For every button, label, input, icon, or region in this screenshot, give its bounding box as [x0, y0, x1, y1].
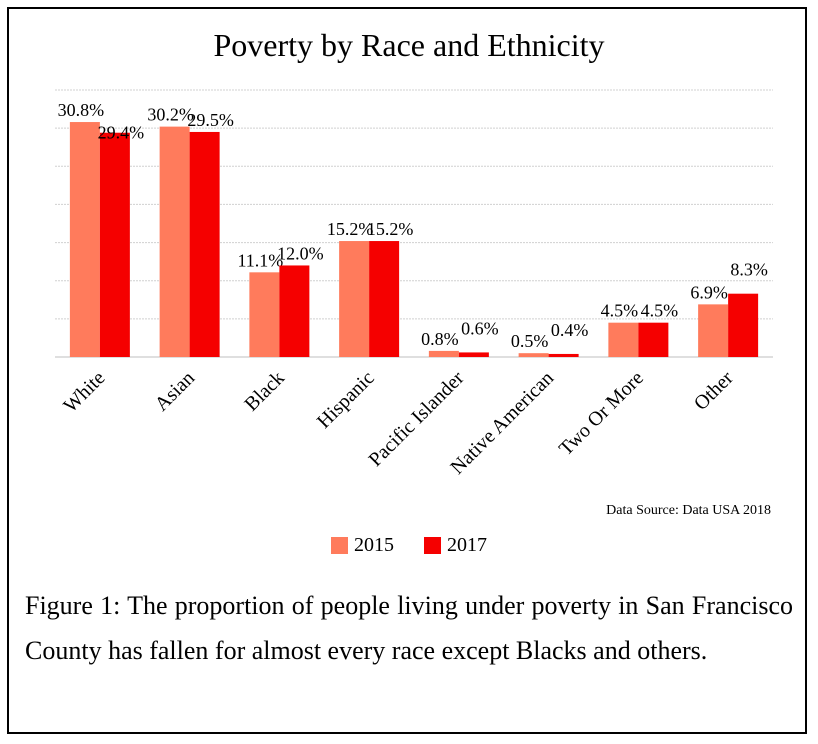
bar-chart-plot: 30.8% 29.4% White 30.2%29.5% Asian 11.1%12.0%…	[55, 89, 773, 479]
bar-2017	[728, 293, 759, 357]
legend-label-2017: 2017	[447, 534, 487, 556]
legend-swatch-2017	[424, 537, 441, 554]
data-label-2017: 0.6%	[461, 318, 499, 338]
x-tick-label: Black	[240, 367, 289, 416]
legend-item-2017: 2017	[424, 534, 487, 557]
bar-2017	[548, 353, 579, 357]
figure-frame	[7, 7, 807, 734]
bar-2017	[189, 131, 220, 357]
data-label-2015: 6.9%	[690, 282, 728, 302]
bar-2017	[638, 322, 669, 357]
data-label-2015: 0.5%	[511, 331, 549, 351]
bar-2015	[608, 322, 639, 357]
data-label-2017: 29.4%	[98, 123, 145, 143]
bar-2015	[518, 353, 549, 357]
x-tick-label: Other	[690, 367, 738, 415]
data-label-2017: 8.3%	[730, 260, 768, 280]
data-label-2015: 4.5%	[601, 301, 639, 321]
x-tick-label: White	[59, 367, 109, 417]
bar-2015	[159, 126, 190, 357]
bar-2015	[698, 304, 729, 357]
data-label-2015: 15.2%	[327, 219, 374, 239]
x-tick-label: Hispanic	[313, 367, 379, 433]
x-tick-label: Asian	[151, 367, 200, 416]
data-label-2017: 29.5%	[187, 110, 234, 130]
legend-item-2015: 2015	[331, 534, 394, 557]
data-label-2015: 11.1%	[237, 250, 283, 270]
data-label-2017: 15.2%	[367, 219, 414, 239]
data-label-2017: 4.5%	[641, 301, 679, 321]
bar-2015	[428, 350, 459, 357]
bar-2015	[69, 122, 100, 357]
data-label-2015: 0.8%	[421, 329, 459, 349]
chart-legend: 2015 2017	[0, 534, 818, 557]
data-source-note: Data Source: Data USA 2018	[606, 503, 771, 518]
bar-2015	[339, 241, 370, 357]
x-tick-label: Two Or More	[555, 367, 648, 460]
bar-2017	[279, 265, 310, 357]
data-label-2017: 0.4%	[551, 320, 589, 340]
data-label-2015: 30.2%	[147, 105, 194, 125]
bar-2017	[99, 132, 130, 357]
bar-2017	[369, 241, 400, 357]
legend-label-2015: 2015	[354, 534, 394, 556]
bar-2015	[249, 272, 280, 357]
bar-2017	[458, 352, 489, 357]
data-label-2017: 12.0%	[277, 243, 324, 263]
legend-swatch-2015	[331, 537, 348, 554]
chart-title: Poverty by Race and Ethnicity	[213, 27, 605, 63]
figure-caption: Figure 1: The proportion of people livin…	[25, 591, 793, 665]
data-label-2015: 30.8%	[58, 100, 105, 120]
